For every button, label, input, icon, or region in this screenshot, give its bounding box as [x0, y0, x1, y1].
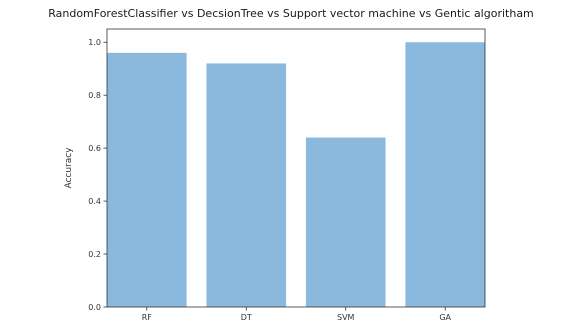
- y-tick-label: 0.6: [88, 144, 101, 153]
- bar-ga: [405, 42, 485, 307]
- y-axis: 0.0 0.2 0.4 0.6 0.8 1.0: [88, 38, 107, 312]
- y-tick-label: 0.2: [88, 250, 101, 259]
- y-tick-label: 0.8: [88, 91, 101, 100]
- y-tick-label: 0.0: [88, 303, 101, 312]
- bar-svm: [305, 137, 386, 307]
- x-tick-label: SVM: [337, 313, 355, 322]
- x-tick-label: DT: [241, 313, 252, 322]
- y-tick-label: 1.0: [88, 38, 101, 47]
- chart-title: RandomForestClassifier vs DecsionTree vs…: [48, 7, 534, 20]
- x-tick-label: RF: [142, 313, 153, 322]
- x-axis: RF DT SVM GA: [142, 307, 452, 322]
- bars-group: [107, 42, 485, 308]
- y-tick-label: 0.4: [88, 197, 101, 206]
- bar-rf: [107, 52, 187, 308]
- x-tick-label: GA: [439, 313, 451, 322]
- bar-dt: [206, 63, 287, 307]
- plot-frame: [106, 28, 486, 308]
- y-axis-label: Accuracy: [64, 147, 74, 189]
